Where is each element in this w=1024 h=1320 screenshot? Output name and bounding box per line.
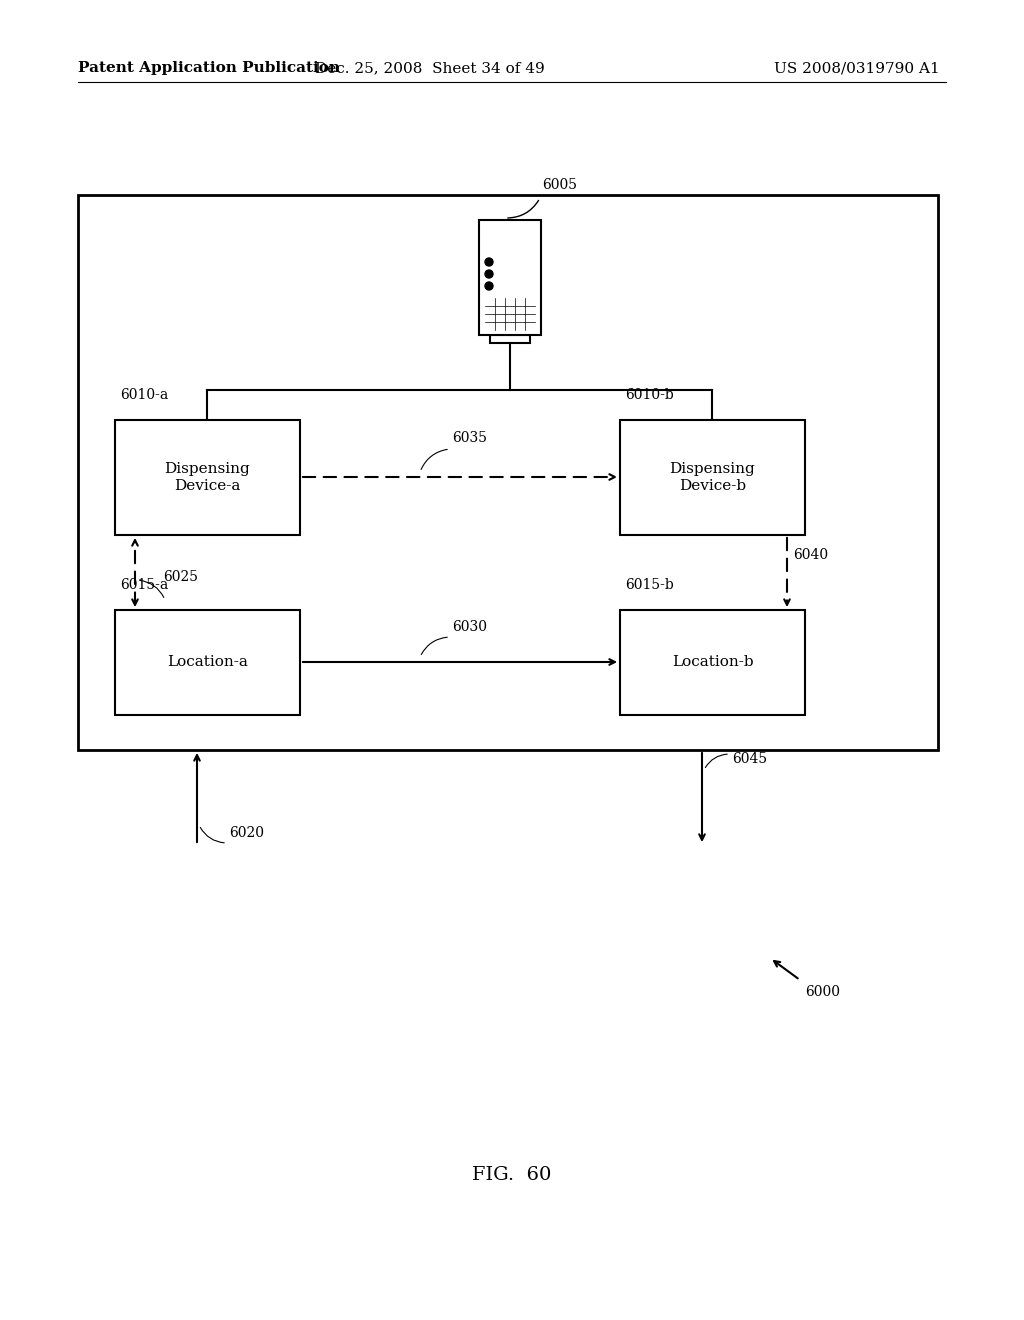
Text: 6000: 6000 [805,985,840,999]
Bar [490,335,530,343]
Text: Location-b: Location-b [672,656,754,669]
Bar [485,298,535,330]
Bar [115,420,300,535]
Text: 6020: 6020 [229,826,264,840]
Circle shape [485,282,493,290]
Bar [479,220,541,335]
Bar [620,610,805,715]
Text: 6010-b: 6010-b [625,388,674,403]
Text: 6025: 6025 [163,570,198,583]
Circle shape [485,271,493,279]
Text: FIG.  60: FIG. 60 [472,1166,552,1184]
Text: Dispensing
Device-b: Dispensing Device-b [670,462,756,492]
Text: 6005: 6005 [542,178,577,191]
Bar [487,224,534,253]
Bar [115,610,300,715]
Circle shape [485,257,493,267]
Text: 6030: 6030 [452,620,487,634]
Text: Dec. 25, 2008  Sheet 34 of 49: Dec. 25, 2008 Sheet 34 of 49 [315,61,545,75]
Bar [78,195,938,750]
Text: 6045: 6045 [732,752,767,766]
Text: 6015-b: 6015-b [625,578,674,591]
Text: 6040: 6040 [793,548,828,562]
Text: US 2008/0319790 A1: US 2008/0319790 A1 [774,61,940,75]
Bar [501,261,535,272]
Text: Dispensing
Device-a: Dispensing Device-a [165,462,251,492]
Text: Location-a: Location-a [167,656,248,669]
Text: Patent Application Publication: Patent Application Publication [78,61,340,75]
Text: 6010-a: 6010-a [120,388,168,403]
Text: 6015-a: 6015-a [120,578,168,591]
Bar [620,420,805,535]
Text: 6035: 6035 [452,432,487,445]
